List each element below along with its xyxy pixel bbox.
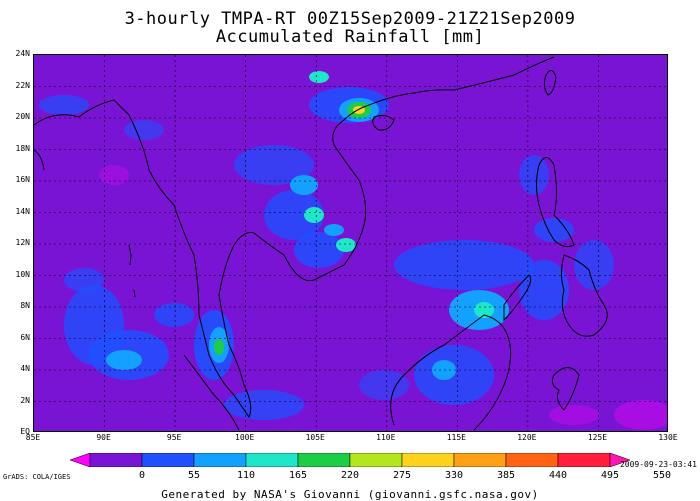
lat-tick-label: 12N (15, 238, 30, 247)
timestamp: 2009-09-23-03:41 (619, 460, 697, 469)
lon-tick-label: 105E (305, 433, 325, 442)
lat-tick-label: 8N (20, 301, 30, 310)
lon-tick-label: 115E (446, 433, 466, 442)
colorbar-segment (505, 453, 559, 467)
colorbar-tick-label: 385 (496, 470, 516, 481)
lat-tick-label: 10N (15, 269, 30, 279)
colorbar-low-arrow (70, 453, 91, 467)
colorbar-tick-label: 275 (392, 470, 412, 481)
lon-tick-label: 110E (376, 433, 396, 442)
colorbar-tick-label: 110 (236, 470, 256, 481)
colorbar-segment (297, 453, 351, 467)
lat-tick-label: 24N (15, 49, 30, 58)
colorbar-tick-label: 0 (138, 470, 146, 481)
colorbar-tick-label: 330 (444, 470, 464, 481)
lat-tick-label: 14N (15, 206, 30, 216)
lat-tick-label: EQ (20, 427, 30, 436)
rainfall-map (33, 54, 668, 432)
colorbar-segment (193, 453, 247, 467)
colorbar-segment (557, 453, 611, 467)
coastlines (34, 56, 608, 431)
colorbar-high-arrow (609, 453, 630, 467)
lon-tick-label: 100E (235, 433, 255, 442)
map-subtitle: Accumulated Rainfall [mm] (215, 27, 485, 47)
lon-tick-label: 85E (25, 433, 41, 442)
colorbar-segment (89, 453, 143, 467)
rainfall-field (39, 71, 667, 430)
colorbar-tick-label: 55 (187, 470, 201, 481)
lat-tick-label: 6N (20, 332, 30, 342)
lat-tick-label: 20N (15, 112, 30, 121)
lon-tick-label: 125E (587, 433, 608, 442)
lat-tick-label: 18N (15, 143, 30, 153)
colorbar-segment (349, 453, 403, 467)
colorbar-tick-label: 220 (340, 470, 360, 481)
colorbar-tick-label: 165 (288, 470, 308, 481)
grads-credit: GrADS: COLA/IGES (3, 473, 71, 481)
colorbar (70, 453, 630, 467)
colorbar-segment (453, 453, 507, 467)
colorbar-tick-label: 440 (548, 470, 568, 481)
colorbar-segment (401, 453, 455, 467)
lat-lon-grid (34, 55, 667, 431)
colorbar-tick-label: 495 (600, 470, 620, 481)
lat-tick-label: 2N (20, 395, 30, 405)
lat-tick-label: 22N (15, 80, 30, 90)
lon-tick-label: 90E (96, 433, 111, 442)
colorbar-segment (245, 453, 299, 467)
colorbar-tick-label: 550 (652, 470, 672, 481)
lat-tick-label: 16N (15, 175, 30, 184)
lat-tick-label: 4N (20, 364, 30, 373)
map-canvas (34, 55, 667, 431)
colorbar-segment (141, 453, 195, 467)
lon-tick-label: 130E (658, 433, 678, 442)
lon-tick-label: 120E (517, 433, 537, 442)
footer-credit: Generated by NASA's Giovanni (giovanni.g… (161, 488, 539, 501)
lon-tick-label: 95E (166, 433, 182, 442)
map-title: 3-hourly TMPA-RT 00Z15Sep2009-21Z21Sep20… (124, 9, 576, 29)
